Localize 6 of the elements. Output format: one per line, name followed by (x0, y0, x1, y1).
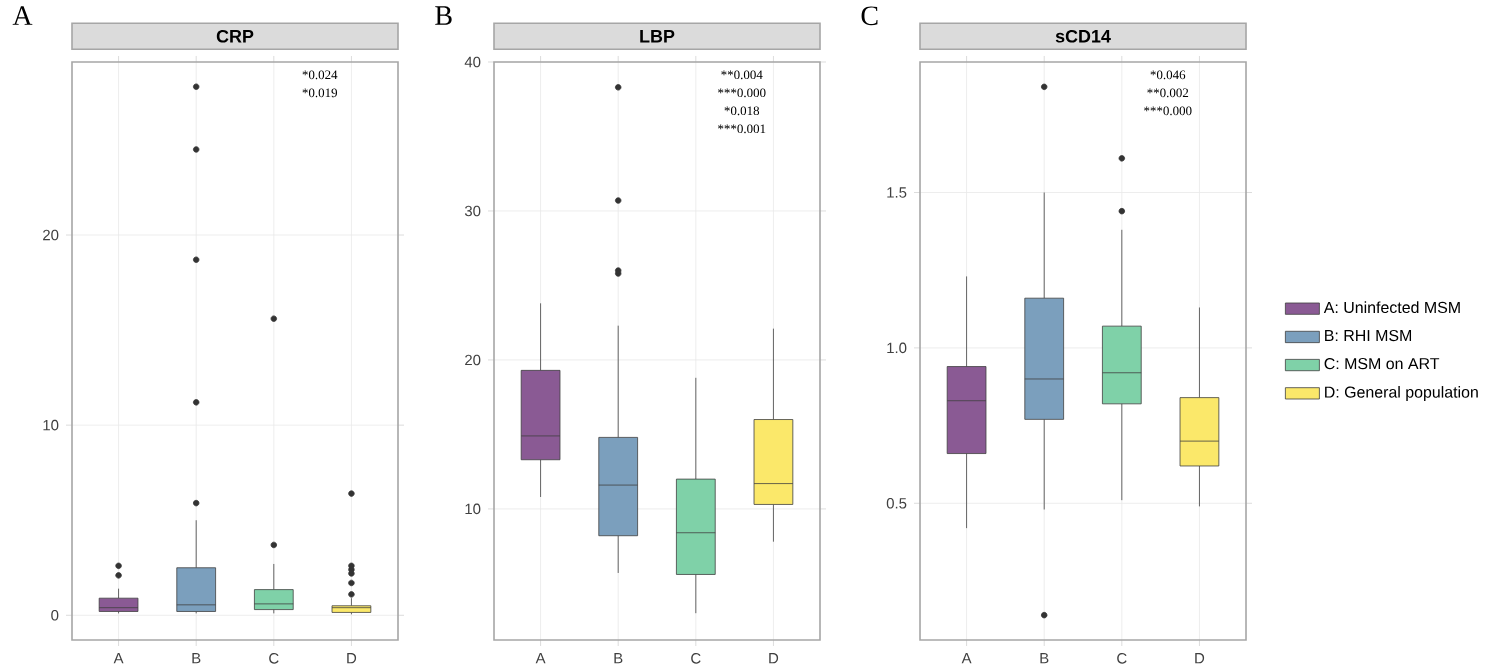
text: B (435, 6, 452, 25)
chart-title: sCD14 (1055, 29, 1111, 43)
chart-title: CRP (216, 29, 254, 43)
text: A (12, 6, 33, 25)
chart-title: LBP (640, 30, 675, 43)
text: C (861, 6, 878, 26)
